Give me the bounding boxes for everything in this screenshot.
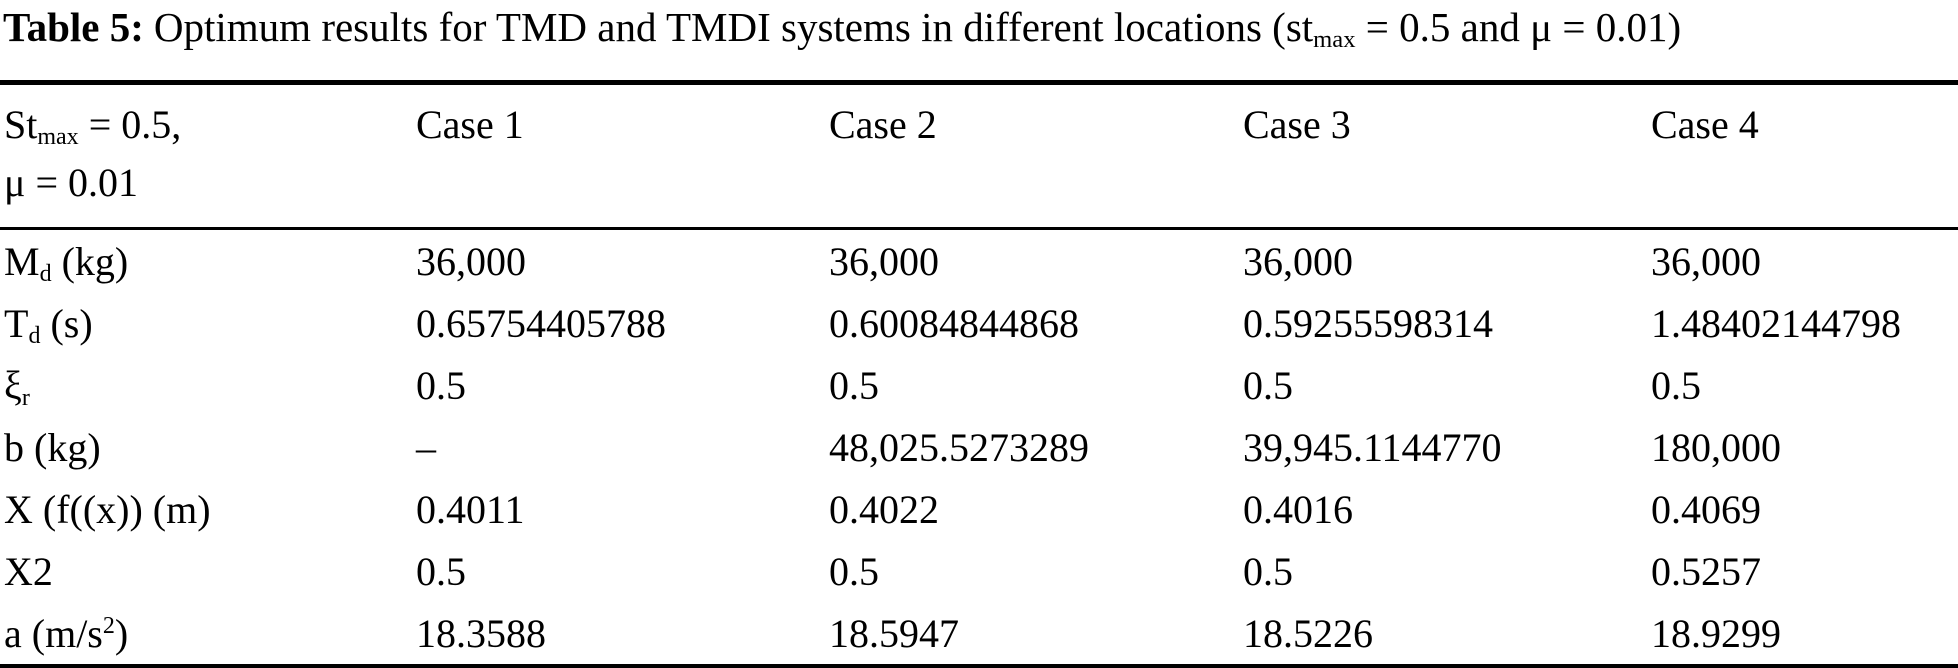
header-case-3: Case 3 <box>1243 82 1651 230</box>
cell-value: 36,000 <box>1243 238 1353 284</box>
cell-value: 0.4069 <box>1651 486 1761 532</box>
table-row: Md (kg) 36,000 36,000 36,000 36,000 <box>0 229 1958 293</box>
cell-value: 1.48402144798 <box>1651 300 1901 346</box>
cell-value: 0.5 <box>1651 362 1701 408</box>
cell-value: 180,000 <box>1651 424 1781 470</box>
table-row: ξr 0.5 0.5 0.5 0.5 <box>0 354 1958 416</box>
header-case-4: Case 4 <box>1651 82 1958 230</box>
row-label: X (f((x)) (m) <box>4 486 211 532</box>
cell-value: 0.5 <box>416 548 466 594</box>
cell-value: 36,000 <box>829 238 939 284</box>
row-label: X2 <box>4 548 53 594</box>
cell-value: 36,000 <box>1651 238 1761 284</box>
row-label: a (m/s2) <box>4 610 129 656</box>
table-row: X2 0.5 0.5 0.5 0.5257 <box>0 540 1958 602</box>
table-caption: Table 5: Optimum results for TMD and TMDI… <box>0 2 1958 59</box>
row-label: ξr <box>4 362 30 411</box>
cell-value: 0.5 <box>416 362 466 408</box>
table-row: a (m/s2) 18.3588 18.5947 18.5226 18.9299 <box>0 602 1958 666</box>
cell-value: 0.5 <box>1243 548 1293 594</box>
header-case-1: Case 1 <box>416 82 829 230</box>
table-caption-number: Table 5: <box>3 4 144 50</box>
row-label: Md (kg) <box>4 238 129 287</box>
table-row: X (f((x)) (m) 0.4011 0.4022 0.4016 0.4069 <box>0 478 1958 540</box>
cell-value: 18.9299 <box>1651 610 1781 656</box>
row-label: Td (s) <box>4 300 93 349</box>
cell-value: 0.4016 <box>1243 486 1353 532</box>
cell-value: 0.5 <box>1243 362 1293 408</box>
table-body: Md (kg) 36,000 36,000 36,000 36,000 Td (s) 0.6… <box>0 229 1958 667</box>
cell-value: 0.5 <box>829 362 879 408</box>
cell-value: 0.5257 <box>1651 548 1761 594</box>
table-caption-text: Optimum results for TMD and TMDI systems… <box>153 4 1682 54</box>
cell-value: 0.59255598314 <box>1243 300 1493 346</box>
cell-value: 48,025.5273289 <box>829 424 1089 470</box>
cell-value: 39,945.1144770 <box>1243 424 1502 470</box>
results-table: Stmax = 0.5, μ = 0.01 Case 1 Case 2 Case… <box>0 80 1958 668</box>
row-label: b (kg) <box>4 424 101 470</box>
cell-value: 0.60084844868 <box>829 300 1079 346</box>
header-row: Stmax = 0.5, μ = 0.01 Case 1 Case 2 Case… <box>0 82 1958 230</box>
cell-value: 0.5 <box>829 548 879 594</box>
table-row: b (kg) – 48,025.5273289 39,945.1144770 180,0… <box>0 416 1958 478</box>
cell-value: 18.5226 <box>1243 610 1373 656</box>
table-row: Td (s) 0.65754405788 0.60084844868 0.592555… <box>0 292 1958 354</box>
cell-value: 0.65754405788 <box>416 300 666 346</box>
cell-value: 0.4011 <box>416 486 525 532</box>
cell-value: – <box>416 424 436 470</box>
header-param-line2: μ = 0.01 <box>4 160 139 205</box>
header-param-cell: Stmax = 0.5, μ = 0.01 <box>0 82 416 230</box>
cell-value: 18.5947 <box>829 610 959 656</box>
header-case-2: Case 2 <box>829 82 1243 230</box>
header-param-line1: Stmax = 0.5, <box>4 102 182 150</box>
cell-value: 18.3588 <box>416 610 546 656</box>
cell-value: 0.4022 <box>829 486 939 532</box>
cell-value: 36,000 <box>416 238 526 284</box>
